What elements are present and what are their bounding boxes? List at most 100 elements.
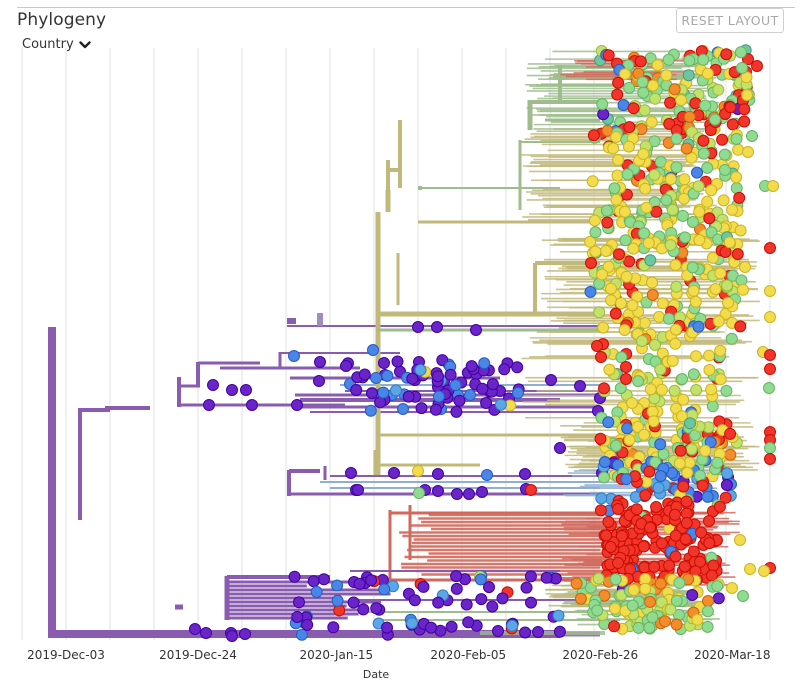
tip[interactable] (690, 350, 702, 363)
tip[interactable] (638, 317, 651, 329)
tip[interactable] (699, 444, 712, 457)
tip[interactable] (660, 194, 673, 207)
tip[interactable] (327, 621, 340, 634)
tip[interactable] (614, 382, 627, 395)
tip[interactable] (618, 205, 631, 218)
tip[interactable] (595, 351, 607, 363)
tip[interactable] (632, 621, 645, 634)
tip[interactable] (646, 288, 659, 301)
tip[interactable] (680, 142, 693, 155)
tip[interactable] (639, 489, 652, 502)
tip[interactable] (664, 603, 677, 616)
tip[interactable] (653, 310, 666, 323)
tip[interactable] (612, 503, 625, 515)
tip[interactable] (730, 182, 743, 195)
tip[interactable] (725, 332, 738, 345)
tip[interactable] (675, 94, 688, 107)
tip[interactable] (637, 540, 650, 553)
tip[interactable] (711, 456, 724, 469)
tip[interactable] (370, 602, 383, 615)
tip[interactable] (706, 251, 719, 264)
tip[interactable] (450, 405, 463, 418)
tip[interactable] (432, 390, 445, 403)
tip[interactable] (717, 194, 730, 207)
tip[interactable] (597, 321, 610, 334)
tip[interactable] (574, 592, 587, 605)
tip[interactable] (644, 254, 657, 267)
tip[interactable] (445, 620, 458, 633)
tip[interactable] (714, 344, 727, 357)
tip[interactable] (718, 148, 731, 161)
tip[interactable] (288, 350, 300, 362)
tip[interactable] (764, 285, 776, 297)
tip[interactable] (293, 596, 305, 609)
tip[interactable] (597, 108, 610, 121)
tip[interactable] (673, 576, 686, 589)
tip[interactable] (758, 565, 770, 577)
tip[interactable] (659, 615, 671, 628)
tip[interactable] (494, 398, 507, 411)
tip[interactable] (720, 48, 733, 61)
tip[interactable] (310, 585, 323, 598)
tip[interactable] (694, 469, 706, 482)
tip[interactable] (621, 422, 634, 435)
tip[interactable] (732, 143, 745, 156)
tip[interactable] (734, 320, 747, 333)
tip[interactable] (669, 508, 681, 521)
tip[interactable] (734, 46, 747, 59)
tip[interactable] (622, 140, 635, 153)
tip[interactable] (496, 592, 509, 605)
tip[interactable] (737, 590, 749, 602)
tip[interactable] (714, 267, 727, 280)
tip[interactable] (603, 363, 616, 376)
tip[interactable] (764, 311, 776, 323)
tip[interactable] (677, 393, 690, 406)
tip[interactable] (652, 481, 665, 494)
tip[interactable] (492, 625, 504, 637)
tip[interactable] (545, 374, 557, 386)
tip[interactable] (724, 448, 737, 461)
tip[interactable] (711, 580, 724, 593)
tip[interactable] (654, 577, 667, 590)
tip[interactable] (647, 415, 660, 428)
tip[interactable] (701, 67, 714, 80)
tip[interactable] (200, 627, 212, 639)
tip[interactable] (478, 357, 491, 370)
tip[interactable] (689, 97, 702, 110)
tip[interactable] (476, 486, 488, 498)
tip[interactable] (705, 184, 718, 197)
tip[interactable] (669, 323, 682, 336)
tip[interactable] (697, 147, 710, 160)
tip[interactable] (744, 563, 756, 575)
tip[interactable] (742, 53, 754, 66)
tip[interactable] (607, 142, 620, 155)
tip[interactable] (724, 427, 737, 440)
tip[interactable] (390, 384, 402, 397)
tip[interactable] (378, 583, 391, 596)
tip[interactable] (686, 216, 699, 228)
tip[interactable] (691, 613, 704, 626)
tip[interactable] (619, 68, 631, 81)
tip[interactable] (706, 400, 719, 413)
tip[interactable] (644, 521, 657, 534)
tip[interactable] (366, 387, 378, 400)
tip[interactable] (712, 83, 725, 96)
tip[interactable] (673, 457, 686, 470)
tip[interactable] (666, 354, 679, 367)
tip[interactable] (623, 255, 636, 268)
tip[interactable] (598, 382, 610, 395)
tip[interactable] (377, 386, 390, 399)
tip[interactable] (486, 600, 499, 613)
tip[interactable] (646, 611, 659, 624)
tip[interactable] (593, 306, 606, 319)
tip[interactable] (602, 515, 615, 528)
tip[interactable] (670, 280, 683, 293)
tip[interactable] (417, 580, 430, 593)
tip[interactable] (602, 49, 615, 62)
tip[interactable] (723, 236, 736, 249)
tip[interactable] (313, 375, 325, 387)
tip[interactable] (317, 573, 330, 586)
tip[interactable] (591, 340, 603, 352)
tip[interactable] (364, 404, 377, 417)
tip[interactable] (703, 515, 715, 527)
